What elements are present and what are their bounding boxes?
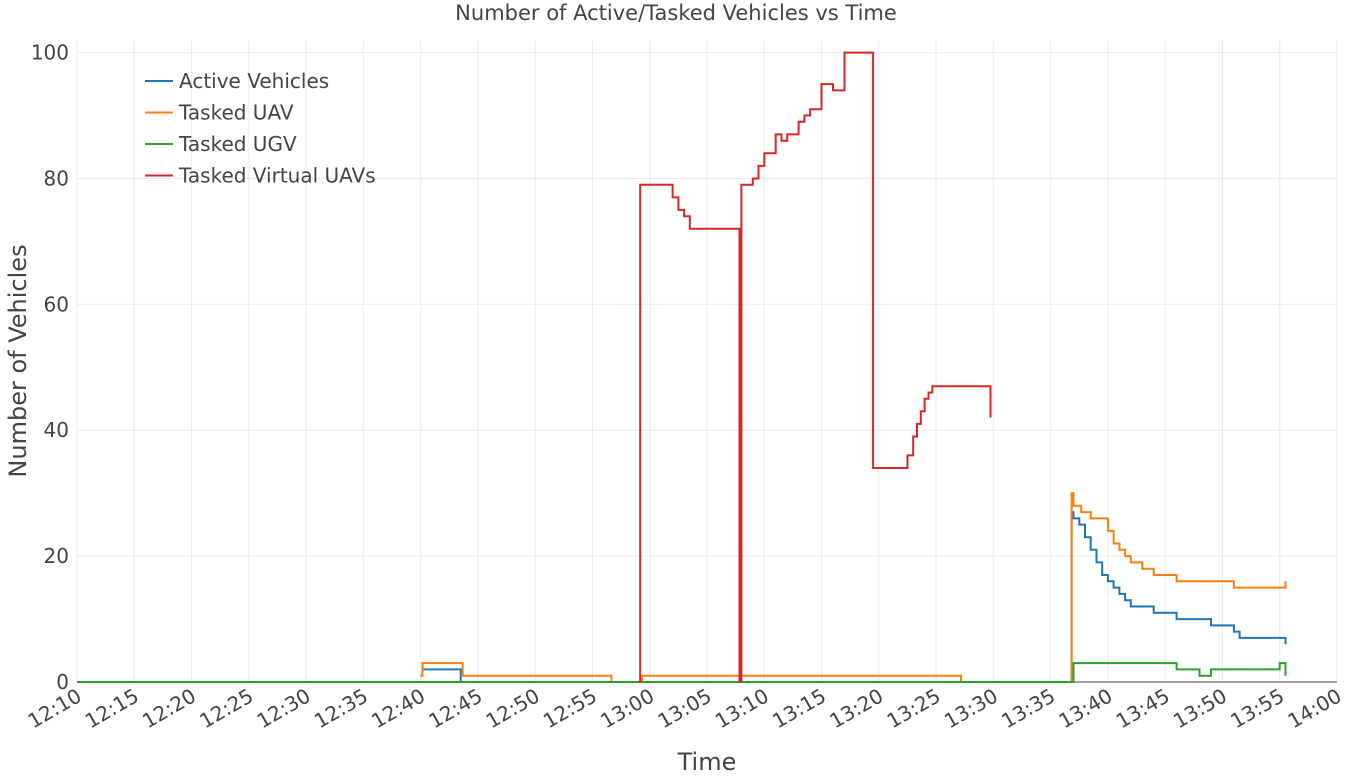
legend-label-tasked-virtual-uavs: Tasked Virtual UAVs: [178, 164, 376, 188]
x-tick-label: 13:30: [940, 684, 1002, 734]
legend-label-tasked-uav: Tasked UAV: [178, 101, 294, 125]
x-tick-label: 13:20: [825, 684, 887, 734]
x-tick-label: 13:25: [883, 684, 945, 734]
y-axis-title: Number of Vehicles: [4, 244, 32, 477]
legend-label-tasked-ugv: Tasked UGV: [178, 132, 297, 156]
x-tick-label: 12:45: [424, 684, 486, 734]
x-tick-label: 12:50: [482, 684, 544, 734]
y-tick-label: 100: [31, 41, 69, 65]
x-tick-label: 13:40: [1054, 684, 1116, 734]
x-tick-label: 12:40: [367, 684, 429, 734]
x-tick-label: 13:45: [1112, 684, 1174, 734]
plot-area: [77, 51, 1287, 683]
x-tick-label: 12:30: [253, 684, 315, 734]
x-tick-label: 13:05: [654, 684, 716, 734]
x-tick-label: 12:35: [310, 684, 372, 734]
x-tick-label: 13:00: [596, 684, 658, 734]
y-tick-label: 20: [44, 544, 69, 568]
series-line-tasked-uav: [420, 492, 1287, 683]
x-tick-label: 12:15: [81, 684, 143, 734]
series-line-active-vehicles: [420, 511, 1287, 683]
x-tick-label: 12:25: [195, 684, 257, 734]
gridlines: [76, 40, 1338, 682]
legend: Active Vehicles Tasked UAV Tasked UGV Taske…: [145, 69, 376, 188]
series-line-tasked-virtual-uavs: [638, 51, 992, 683]
x-tick-label: 13:10: [711, 684, 773, 734]
series-line-tasked-ugv: [77, 662, 1287, 683]
x-tick-label: 13:15: [768, 684, 830, 734]
y-tick-label: 0: [56, 670, 69, 694]
y-tick-label: 80: [44, 166, 69, 190]
x-tick-label: 12:55: [539, 684, 601, 734]
y-axis-ticks: 0 20 40 60 80 100: [31, 41, 69, 694]
x-axis-ticks: 12:1012:1512:2012:2512:3012:3512:4012:45…: [24, 684, 1346, 734]
x-tick-label: 13:55: [1226, 684, 1288, 734]
x-tick-label: 13:35: [997, 684, 1059, 734]
legend-label-active-vehicles: Active Vehicles: [179, 69, 329, 93]
x-tick-label: 12:20: [138, 684, 200, 734]
x-axis-title: Time: [677, 748, 737, 776]
x-tick-label: 13:50: [1169, 684, 1231, 734]
x-tick-label: 14:00: [1284, 684, 1346, 734]
y-tick-label: 60: [44, 292, 69, 316]
y-tick-label: 40: [44, 418, 69, 442]
chart-title: Number of Active/Tasked Vehicles vs Time: [455, 1, 897, 25]
x-tick-label: 12:10: [24, 684, 86, 734]
